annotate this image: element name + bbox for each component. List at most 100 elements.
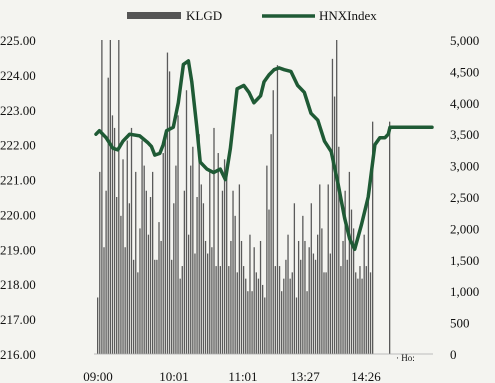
klgd-bar (236, 272, 238, 354)
klgd-bar (118, 40, 120, 354)
klgd-bar (323, 272, 325, 354)
right-tick-label: 500 (450, 316, 470, 331)
klgd-bar (336, 40, 338, 354)
klgd-bar (179, 278, 181, 354)
klgd-bar (99, 171, 101, 354)
klgd-bar (312, 253, 315, 354)
right-tick-label: 4,500 (450, 64, 479, 79)
klgd-bar (310, 203, 312, 354)
klgd-bar (327, 184, 329, 354)
klgd-bar (137, 272, 139, 354)
x-tick-label: 13:27 (290, 369, 320, 383)
hnxindex-line (94, 59, 434, 252)
left-tick-label: 218.00 (0, 277, 36, 292)
klgd-bar (160, 240, 162, 354)
klgd-bar (348, 171, 351, 354)
klgd-bar (357, 278, 359, 354)
klgd-bar (158, 222, 160, 354)
klgd-bar (255, 272, 257, 354)
x-tick-label: 11:01 (228, 369, 257, 383)
klgd-bar (215, 266, 217, 354)
klgd-bar (325, 272, 327, 354)
left-tick-label: 217.00 (0, 312, 36, 327)
klgd-bar (105, 190, 107, 354)
klgd-bar (175, 165, 177, 354)
klgd-bar (162, 153, 164, 354)
klgd-bar (291, 272, 293, 354)
klgd-bar (369, 272, 372, 354)
klgd-bar (126, 140, 128, 354)
klgd-bar (342, 240, 344, 354)
klgd-bar (154, 259, 156, 354)
right-tick-label: 5,000 (450, 33, 479, 48)
klgd-bar (338, 146, 340, 354)
klgd-bar (149, 197, 152, 354)
klgd-bar (289, 278, 291, 354)
right-axis: 0 500 1,000 1,500 2,000 2,500 3,000 3,500 4,000 4… (450, 33, 479, 362)
klgd-bar (287, 234, 289, 354)
klgd-bar (139, 228, 141, 354)
legend-hnxindex-label: HNXIndex (319, 8, 377, 23)
klgd-bar (183, 190, 186, 354)
left-tick-label: 220.00 (0, 207, 36, 222)
klgd-bar (194, 253, 196, 354)
klgd-bar (196, 197, 198, 354)
klgd-bar (147, 234, 150, 354)
right-tick-label: 3,500 (450, 127, 479, 142)
klgd-bar (156, 259, 158, 354)
x-tick-label: 09:00 (83, 369, 113, 383)
klgd-bar (285, 259, 287, 354)
klgd-bar (171, 259, 173, 354)
klgd-bar (113, 127, 116, 354)
left-tick-label: 225.00 (0, 33, 36, 48)
legend-klgd-label: KLGD (186, 8, 222, 23)
left-tick-label: 219.00 (0, 242, 36, 257)
klgd-bar (164, 134, 166, 354)
klgd-bar (217, 153, 219, 354)
klgd-bar (116, 197, 118, 354)
klgd-bar (107, 77, 109, 355)
klgd-bar (295, 297, 298, 354)
klgd-bar (192, 146, 194, 354)
klgd-bar (143, 165, 145, 354)
klgd-bar (268, 209, 270, 354)
right-tick-label: 2,500 (450, 190, 479, 205)
klgd-bar (204, 240, 207, 354)
right-tick-label: 1,500 (450, 253, 479, 268)
klgd-bar (259, 240, 262, 354)
klgd-bar (130, 127, 133, 354)
klgd-bar (122, 159, 124, 354)
right-tick-label: 1,000 (450, 284, 479, 299)
klgd-bar (247, 291, 249, 354)
klgd-bar (283, 278, 285, 354)
klgd-bar (293, 203, 296, 354)
x-axis: 09:00 10:01 11:01 13:27 14:26 (83, 369, 381, 383)
klgd-bar (234, 215, 236, 354)
klgd-bar (135, 171, 137, 354)
klgd-bar (297, 240, 300, 354)
klgd-bar (230, 240, 232, 354)
klgd-bar (145, 190, 147, 354)
klgd-bar (344, 190, 346, 354)
left-tick-label: 221.00 (0, 173, 36, 188)
klgd-bar (132, 259, 135, 354)
klgd-bar (219, 266, 221, 354)
klgd-bar (251, 291, 253, 354)
klgd-bar (304, 240, 306, 354)
klgd-bar (329, 253, 331, 354)
left-tick-label: 216.00 (0, 347, 36, 362)
klgd-bar (240, 240, 243, 354)
klgd-bar (111, 115, 114, 354)
klgd-bar (274, 266, 276, 354)
klgd-bar (209, 171, 211, 354)
x-tick-label: 10:01 (159, 369, 189, 383)
klgd-bar (389, 121, 391, 354)
legend-klgd-swatch (127, 12, 181, 19)
klgd-bar (221, 190, 224, 354)
klgd-bar (185, 90, 188, 355)
right-tick-label: 3,000 (450, 159, 479, 174)
klgd-bar (346, 259, 348, 354)
klgd-bar (177, 115, 179, 354)
klgd-bar (266, 165, 268, 354)
klgd-bar (198, 134, 200, 354)
